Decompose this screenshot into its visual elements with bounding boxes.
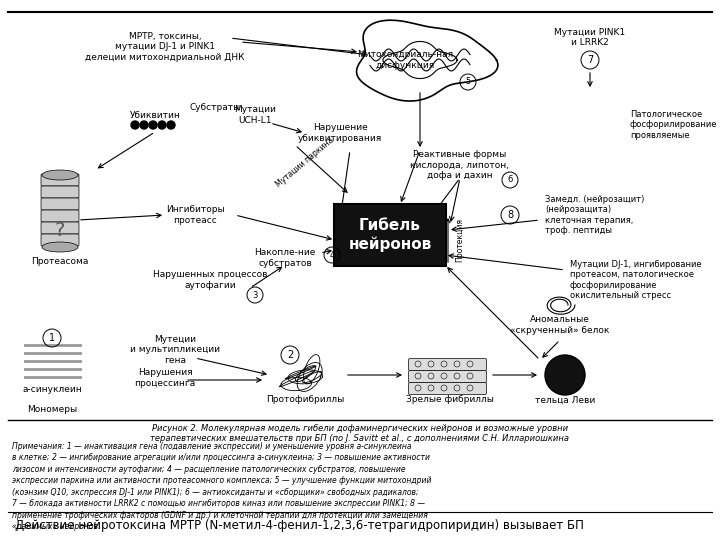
Text: Митохондриаль-ная
дисфункция: Митохондриаль-ная дисфункция [357,50,453,70]
Text: Нарушение
убиквитирования: Нарушение убиквитирования [298,123,382,143]
Text: а-синуклеин: а-синуклеин [22,386,82,395]
Text: Нарушения
процессинга: Нарушения процессинга [135,368,196,388]
FancyBboxPatch shape [41,186,79,198]
Text: Мутации
UCH-L1: Мутации UCH-L1 [234,105,276,125]
Text: Ингибиторы
протеасс: Ингибиторы протеасс [166,205,225,225]
FancyBboxPatch shape [41,222,79,234]
Text: 6: 6 [508,176,513,185]
Text: Мутеции
и мультипликеции
гена: Мутеции и мультипликеции гена [130,335,220,365]
Text: Субстраты: Субстраты [189,104,240,112]
Text: Протеасома: Протеасома [31,258,89,267]
Circle shape [131,121,139,129]
FancyBboxPatch shape [41,198,79,210]
FancyBboxPatch shape [408,382,487,395]
Text: Протофибриллы: Протофибриллы [266,395,344,404]
Text: Зрелые фибриллы: Зрелые фибриллы [406,395,494,404]
Text: Гибель
нейронов: Гибель нейронов [348,219,431,252]
Text: Действие нейротоксина МРТР (N-метил-4-фенил-1,2,3,6-тетрагидропиридин) вызывает : Действие нейротоксина МРТР (N-метил-4-фе… [15,518,584,531]
Text: 5: 5 [465,78,471,86]
Text: 2: 2 [287,350,293,360]
FancyBboxPatch shape [408,370,487,382]
Text: Мономеры: Мономеры [27,406,77,415]
Ellipse shape [42,170,78,180]
FancyBboxPatch shape [334,204,446,266]
Text: Аномальные
«скрученный» белок: Аномальные «скрученный» белок [510,315,610,335]
Text: ?: ? [55,220,66,240]
Text: тельца Леви: тельца Леви [535,395,595,404]
FancyBboxPatch shape [41,210,79,222]
Text: Накопле-ние
субстратов: Накопле-ние субстратов [254,248,315,268]
Text: 8: 8 [507,210,513,220]
Text: Протекция: Протекция [455,218,464,262]
FancyBboxPatch shape [408,359,487,370]
Circle shape [140,121,148,129]
Text: Примечания: 1 — инактивация гена (подавление экспрессии) и уменьшение уровня а-с: Примечания: 1 — инактивация гена (подавл… [12,442,431,531]
Text: 4: 4 [329,251,335,260]
Text: Замедл. (нейрозащит)
(нейрозащита)
клеточная терапия,
троф. пептиды: Замедл. (нейрозащит) (нейрозащита) клето… [545,195,644,235]
Text: Мутации DJ-1, ингибирование
протеасом, патологическое
фосфорилирование
окислител: Мутации DJ-1, ингибирование протеасом, п… [570,260,701,300]
Text: Реактивные формы
кислорода, липотон,
дофа и дахин: Реактивные формы кислорода, липотон, доф… [410,150,510,180]
Circle shape [545,355,585,395]
Text: Нарушенных процессов
аутофагии: Нарушенных процессов аутофагии [153,271,267,289]
FancyBboxPatch shape [41,234,79,246]
Text: Мутации паркина: Мутации паркина [274,136,336,188]
Circle shape [158,121,166,129]
Text: Убиквитин: Убиквитин [130,111,181,119]
Text: 7: 7 [587,55,593,65]
Text: 1: 1 [49,333,55,343]
FancyBboxPatch shape [41,174,79,186]
Circle shape [149,121,157,129]
Text: Патологическое
фосфорилирование
проявляемые: Патологическое фосфорилирование проявляе… [630,110,718,140]
Text: 3: 3 [252,291,258,300]
Circle shape [167,121,175,129]
Ellipse shape [42,242,78,252]
Text: Рисунок 2. Молекулярная модель гибели дофаминергических нейронов и возможные уро: Рисунок 2. Молекулярная модель гибели до… [150,424,570,443]
Text: МРТР, токсины,
мутации DJ-1 и PINK1
делеции митохондриальной ДНК: МРТР, токсины, мутации DJ-1 и PINK1 деле… [85,32,245,62]
Text: Мутации PINK1
и LRRK2: Мутации PINK1 и LRRK2 [554,28,626,48]
